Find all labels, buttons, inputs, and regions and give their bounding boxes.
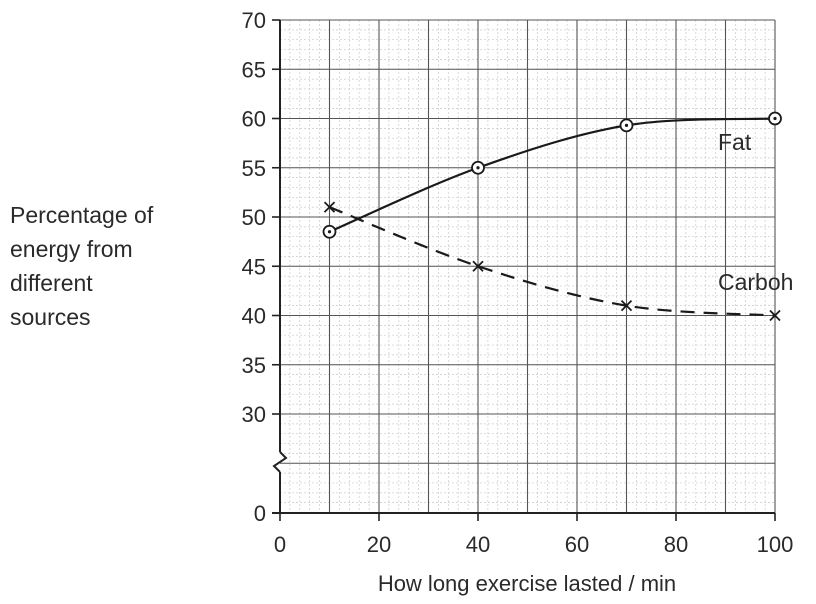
x-axis-label: How long exercise lasted / min — [378, 571, 676, 596]
data-point-carboh — [472, 260, 484, 272]
data-point-centre-fat — [773, 116, 777, 121]
y-axis-label-line-3: different — [10, 270, 93, 296]
data-point-centre-fat — [476, 166, 480, 170]
data-point-carboh — [323, 201, 336, 213]
y-tick-label: 40 — [242, 304, 266, 329]
x-tick-label: 20 — [367, 532, 391, 557]
series-label-carboh: Carboh — [718, 269, 793, 295]
y-tick-label: 0 — [254, 501, 266, 526]
y-tick-label: 45 — [242, 254, 266, 279]
x-tick-label: 40 — [466, 532, 490, 557]
y-axis-label: Percentage of energy from different sour… — [10, 198, 210, 334]
y-axis-label-line-1: Percentage of — [10, 202, 154, 228]
data-point-centre-fat — [327, 230, 332, 234]
data-point-carboh — [620, 300, 633, 312]
y-axis-label-line-4: sources — [10, 304, 91, 330]
x-tick-label: 0 — [274, 532, 286, 557]
y-tick-label: 70 — [242, 8, 266, 33]
y-tick-label: 35 — [242, 353, 266, 378]
series-line-fat — [329, 117, 776, 233]
y-tick-label: 55 — [242, 156, 266, 181]
x-tick-label: 80 — [664, 532, 688, 557]
series-line-carboh — [329, 206, 776, 317]
x-tick-label: 60 — [565, 532, 589, 557]
series-label-fat: Fat — [718, 129, 752, 155]
y-axis-label-line-2: energy from — [10, 236, 133, 262]
axis-break-mark — [272, 451, 288, 473]
y-tick-label: 30 — [242, 402, 266, 427]
data-point-centre-fat — [624, 123, 629, 127]
y-tick-label: 50 — [242, 205, 266, 230]
y-tick-label: 65 — [242, 57, 266, 82]
x-tick-label: 100 — [757, 532, 794, 557]
y-tick-label: 60 — [242, 107, 266, 132]
data-point-carboh — [769, 309, 781, 322]
